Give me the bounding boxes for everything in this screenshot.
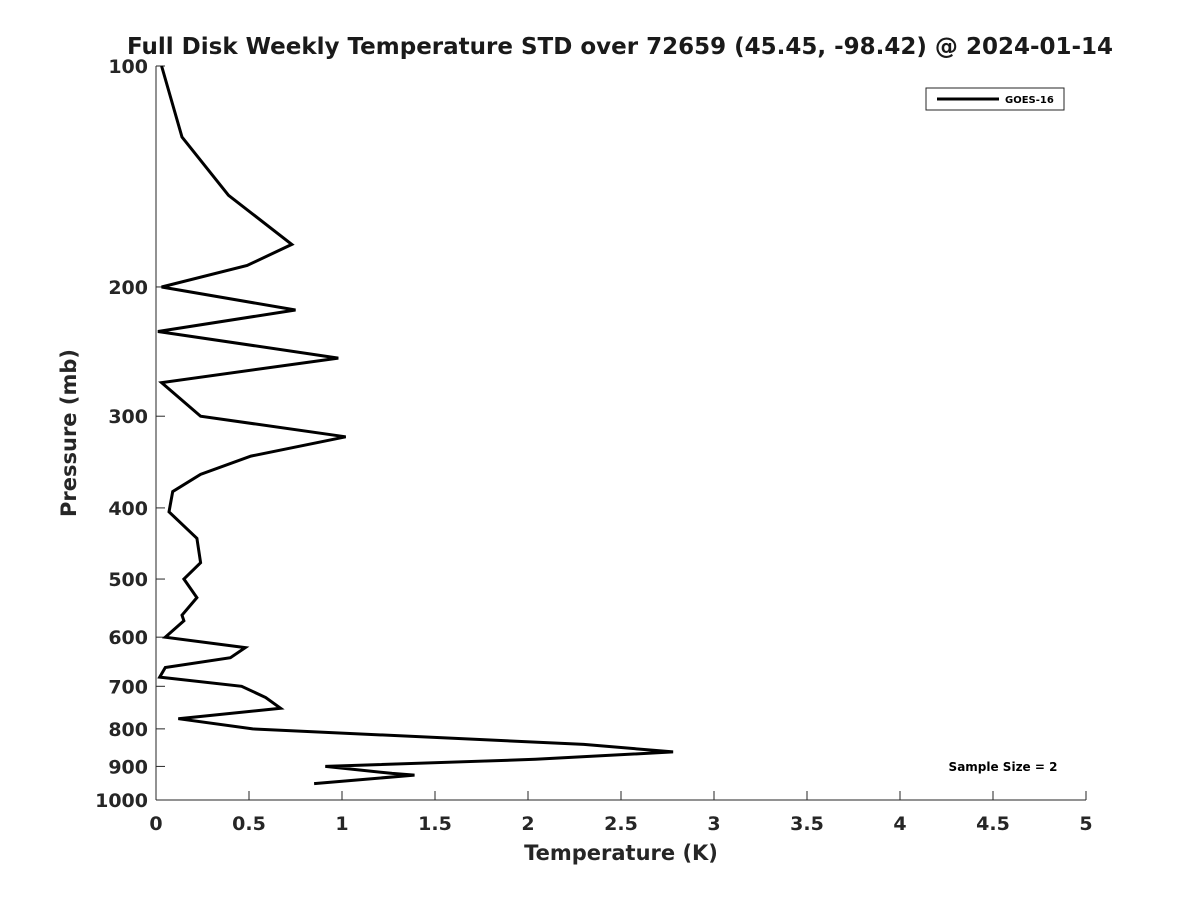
y-tick-label: 800	[108, 719, 148, 741]
x-tick-label: 4.5	[976, 813, 1010, 835]
y-tick-label: 600	[108, 627, 148, 649]
x-tick-label: 0.5	[232, 813, 266, 835]
chart-title: Full Disk Weekly Temperature STD over 72…	[127, 34, 1113, 60]
x-tick-label: 3	[707, 813, 720, 835]
x-tick-label: 2.5	[604, 813, 638, 835]
y-tick-label: 900	[108, 756, 148, 778]
series-line-goes-16	[157, 65, 674, 786]
legend: GOES-16	[925, 87, 1065, 111]
x-tick-label: 1.5	[418, 813, 452, 835]
x-tick-label: 3.5	[790, 813, 824, 835]
y-tick-label: 300	[108, 406, 148, 428]
y-tick-label: 400	[108, 498, 148, 520]
x-axis-label: Temperature (K)	[524, 841, 718, 865]
y-tick-label: 100	[108, 56, 148, 78]
y-tick-label: 1000	[95, 790, 148, 812]
y-ticks: 100 200 300 400 500 600 700 800 900 1000	[95, 56, 165, 812]
sample-size-annotation: Sample Size = 2	[949, 760, 1058, 774]
x-tick-label: 0	[149, 813, 162, 835]
y-axis-label: Pressure (mb)	[57, 349, 81, 517]
x-tick-label: 1	[335, 813, 348, 835]
y-tick-label: 500	[108, 569, 148, 591]
legend-label-goes-16: GOES-16	[1005, 95, 1054, 106]
x-tick-label: 4	[893, 813, 906, 835]
axes	[155, 66, 1086, 801]
y-tick-label: 700	[108, 676, 148, 698]
y-tick-label: 200	[108, 277, 148, 299]
x-ticks: 0 0.5 1 1.5 2 2.5 3 3.5 4 4.5 5	[149, 791, 1093, 835]
x-tick-label: 5	[1079, 813, 1092, 835]
x-tick-label: 2	[521, 813, 534, 835]
series-layer	[157, 65, 674, 786]
